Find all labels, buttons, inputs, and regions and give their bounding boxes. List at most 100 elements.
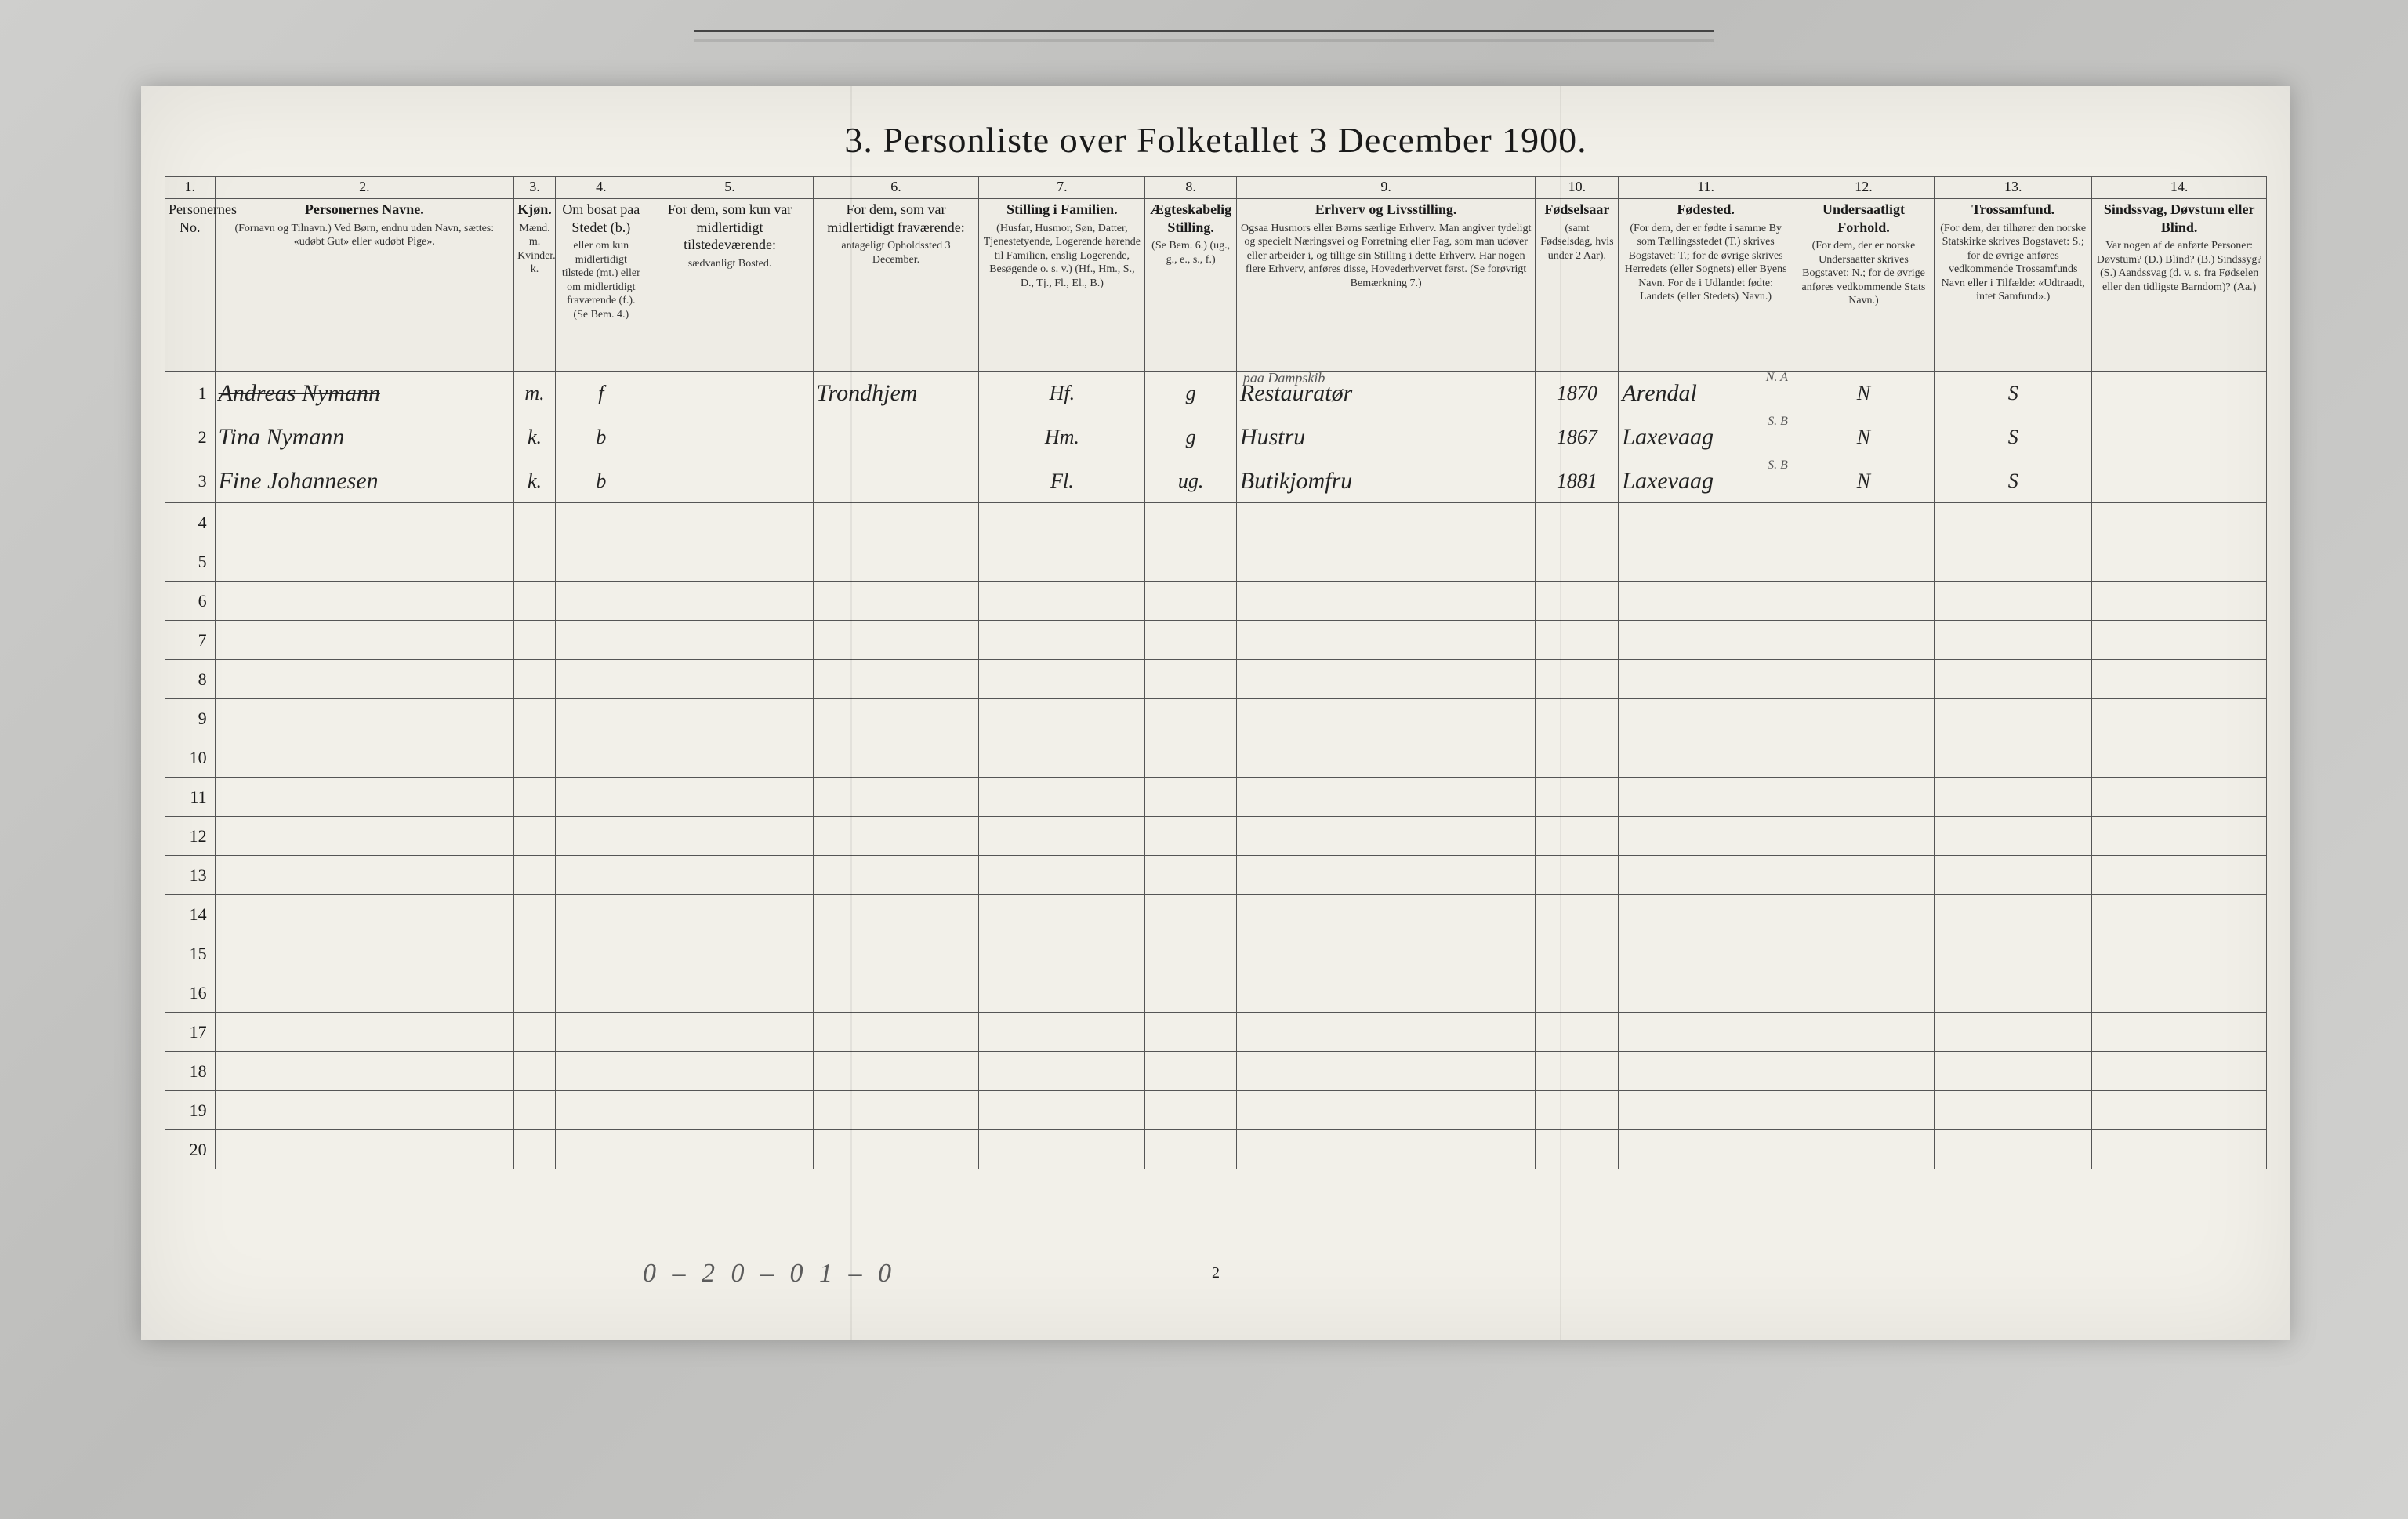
column-number-row: 1. 2. 3. 4. 5. 6. 7. 8. 9. 10. 11. 12. 1… [165, 177, 2267, 199]
cell-empty [2092, 934, 2267, 973]
colnum: 4. [556, 177, 647, 199]
cell-temp-present [647, 372, 813, 415]
cell-residence-value: b [559, 469, 644, 493]
cell-empty [1935, 503, 2092, 542]
cell-empty [514, 778, 556, 817]
row-number: 9 [165, 699, 216, 738]
cell-empty [1619, 503, 1793, 542]
cell-empty [1619, 660, 1793, 699]
cell-empty [1236, 1091, 1535, 1130]
cell-occupation: paa DampskibRestauratør [1236, 372, 1535, 415]
cell-name-value: Andreas Nymann [219, 380, 380, 406]
cell-empty [1536, 895, 1619, 934]
cell-empty [2092, 1013, 2267, 1052]
table-row-empty: 6 [165, 582, 2267, 621]
cell-empty [979, 856, 1145, 895]
cell-birth-year-value: 1867 [1539, 426, 1615, 449]
cell-empty [1935, 895, 2092, 934]
row-number: 3 [165, 459, 216, 503]
cell-nationality-value: N [1797, 426, 1931, 449]
cell-empty [2092, 699, 2267, 738]
col-header-sub: sædvanligt Bosted. [651, 257, 810, 271]
cell-faith: S [1935, 459, 2092, 503]
cell-birthplace: N. AArendal [1619, 372, 1793, 415]
cell-empty [556, 660, 647, 699]
cell-empty [1236, 1013, 1535, 1052]
cell-empty [1619, 1091, 1793, 1130]
cell-temp-absent-value: Trondhjem [817, 380, 918, 406]
cell-empty [1236, 582, 1535, 621]
col-header-text: Fødselsaar [1544, 201, 1609, 217]
table-row-empty: 18 [165, 1052, 2267, 1091]
cell-birthplace: S. BLaxevaag [1619, 459, 1793, 503]
row-number: 18 [165, 1052, 216, 1091]
cell-empty [1236, 895, 1535, 934]
cell-empty [1793, 856, 1934, 895]
cell-empty [979, 778, 1145, 817]
col-header-text: Sindssvag, Døvstum eller Blind. [2104, 201, 2255, 235]
cell-empty [647, 895, 813, 934]
cell-empty [1793, 660, 1934, 699]
cell-empty [2092, 1130, 2267, 1169]
cell-residence: b [556, 459, 647, 503]
cell-empty [2092, 582, 2267, 621]
cell-empty [1145, 542, 1237, 582]
cell-empty [1619, 856, 1793, 895]
table-row-empty: 7 [165, 621, 2267, 660]
col-header-person-no: Personernes No. [165, 199, 216, 372]
colnum: 10. [1536, 177, 1619, 199]
colnum: 1. [165, 177, 216, 199]
cell-empty [1619, 738, 1793, 778]
cell-birth-year: 1870 [1536, 372, 1619, 415]
cell-empty [1619, 895, 1793, 934]
cell-empty [979, 1130, 1145, 1169]
col-header-text: Stilling i Familien. [1006, 201, 1118, 217]
cell-empty [1536, 1052, 1619, 1091]
cell-empty [514, 621, 556, 660]
row-number: 17 [165, 1013, 216, 1052]
cell-empty [514, 1052, 556, 1091]
cell-empty [2092, 1052, 2267, 1091]
col-header-faith: Trossamfund. (For dem, der tilhører den … [1935, 199, 2092, 372]
cell-empty [556, 582, 647, 621]
row-number: 14 [165, 895, 216, 934]
cell-empty [1619, 817, 1793, 856]
cell-empty [813, 895, 979, 934]
cell-empty [979, 973, 1145, 1013]
cell-empty [1145, 660, 1237, 699]
cell-empty [647, 778, 813, 817]
row-number: 12 [165, 817, 216, 856]
cell-empty [215, 660, 513, 699]
cell-family-pos: Fl. [979, 459, 1145, 503]
cell-birth-year-value: 1870 [1539, 382, 1615, 405]
col-header-text: Ægteskabelig Stilling. [1150, 201, 1231, 235]
cell-empty [514, 817, 556, 856]
cell-empty [1619, 1052, 1793, 1091]
cell-empty [2092, 738, 2267, 778]
cell-empty [813, 582, 979, 621]
cell-faith-value: S [1938, 426, 2088, 449]
cell-empty [979, 503, 1145, 542]
cell-empty [813, 503, 979, 542]
scan-background: 3. Personliste over Folketallet 3 Decemb… [0, 0, 2408, 1519]
cell-family-pos-value: Hm. [982, 426, 1141, 449]
col-header-sub: (For dem, der er fødte i samme By som Tæ… [1622, 222, 1790, 304]
cell-empty [1619, 1013, 1793, 1052]
cell-empty [1619, 934, 1793, 973]
cell-empty [1236, 934, 1535, 973]
cell-temp-absent [813, 415, 979, 459]
col-header-sub: (Husfar, Husmor, Søn, Datter, Tjenestety… [982, 222, 1141, 291]
col-header-text: Om bosat paa Stedet (b.) [562, 201, 640, 235]
cell-empty [647, 660, 813, 699]
row-number: 2 [165, 415, 216, 459]
cell-empty [1145, 973, 1237, 1013]
cell-empty [215, 582, 513, 621]
cell-marital-value: ug. [1148, 469, 1233, 493]
cell-empty [1536, 699, 1619, 738]
col-header-sub: (Fornavn og Tilnavn.) Ved Børn, endnu ud… [219, 222, 510, 249]
col-header-sub: (Se Bem. 6.) (ug., g., e., s., f.) [1148, 239, 1233, 266]
cell-empty [979, 699, 1145, 738]
cell-empty [1536, 934, 1619, 973]
cell-faith: S [1935, 372, 2092, 415]
cell-empty [1236, 817, 1535, 856]
